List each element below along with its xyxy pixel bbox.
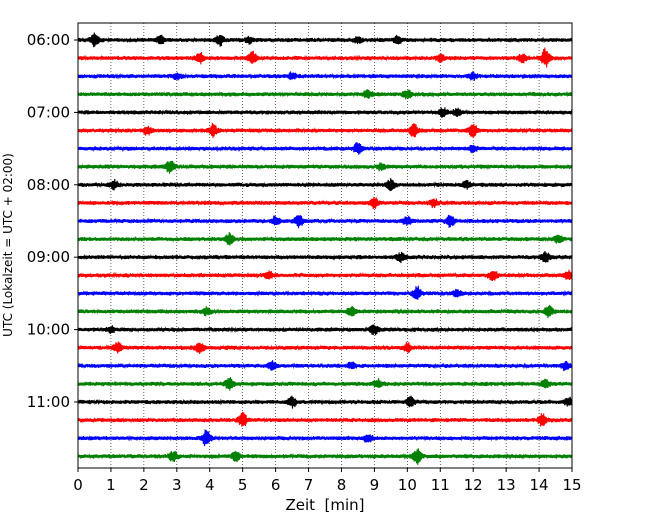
trace-line bbox=[77, 269, 573, 281]
x-tick-label: 5 bbox=[238, 476, 248, 494]
trace-line bbox=[77, 107, 573, 118]
trace-line bbox=[77, 395, 573, 409]
x-tick-label: 14 bbox=[530, 476, 549, 494]
y-tick-label: 09:00 bbox=[27, 248, 70, 266]
trace-group bbox=[77, 32, 573, 465]
x-tick-label: 7 bbox=[304, 476, 314, 494]
trace-line bbox=[77, 251, 573, 264]
trace-line bbox=[77, 232, 573, 246]
trace-line bbox=[77, 214, 573, 229]
trace-line bbox=[77, 429, 573, 447]
trace-line bbox=[77, 141, 573, 155]
trace-line bbox=[77, 360, 573, 371]
trace-line bbox=[77, 377, 573, 391]
y-tick-label: 10:00 bbox=[27, 321, 70, 339]
trace-line bbox=[77, 411, 573, 427]
trace-line bbox=[77, 341, 573, 355]
x-tick-label: 10 bbox=[398, 476, 417, 494]
plot-frame bbox=[77, 22, 573, 469]
y-tick-label: 06:00 bbox=[27, 31, 70, 49]
trace-line bbox=[77, 285, 573, 300]
x-tick-label: 11 bbox=[431, 476, 450, 494]
trace-line bbox=[77, 122, 573, 139]
y-tick-label: 11:00 bbox=[27, 393, 70, 411]
x-tick-label: 12 bbox=[464, 476, 483, 494]
trace-line bbox=[77, 448, 573, 465]
x-tick-label: 3 bbox=[172, 476, 182, 494]
y-tick-label: 08:00 bbox=[27, 176, 70, 194]
trace-line bbox=[77, 32, 573, 48]
x-tick-label: 9 bbox=[370, 476, 380, 494]
trace-line bbox=[77, 47, 573, 68]
x-tick-label: 15 bbox=[562, 476, 581, 494]
x-tick-label: 13 bbox=[497, 476, 516, 494]
trace-line bbox=[77, 71, 573, 81]
trace-line bbox=[77, 196, 573, 210]
x-axis: 0 1 2 3 4 5 6 7 8 9 10 11 12 13 14 15 bbox=[73, 468, 582, 494]
y-tick-label: 07:00 bbox=[27, 103, 70, 121]
vertical-grid bbox=[110, 23, 540, 468]
trace-line bbox=[77, 304, 573, 319]
x-tick-label: 0 bbox=[73, 476, 83, 494]
x-axis-label: Zeit [min] bbox=[285, 496, 364, 514]
x-tick-label: 2 bbox=[139, 476, 149, 494]
y-axis: 06:00 07:00 08:00 09:00 10:00 11:00 bbox=[27, 31, 78, 411]
x-tick-label: 1 bbox=[106, 476, 116, 494]
trace-line bbox=[77, 89, 573, 100]
x-tick-label: 6 bbox=[271, 476, 281, 494]
y-axis-label: UTC (Lokalzeit = UTC + 02:00) bbox=[1, 153, 15, 337]
x-tick-label: 8 bbox=[337, 476, 347, 494]
trace-line bbox=[77, 160, 573, 174]
trace-line bbox=[77, 324, 573, 336]
x-tick-label: 4 bbox=[205, 476, 215, 494]
trace-line bbox=[77, 178, 573, 192]
